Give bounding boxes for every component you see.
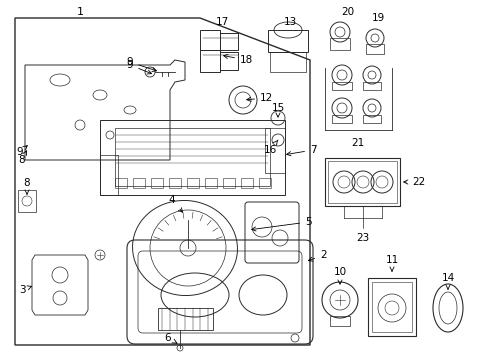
Text: 6: 6: [164, 333, 177, 343]
Bar: [367, 278, 415, 336]
Bar: [331, 82, 351, 90]
Text: 5: 5: [251, 217, 311, 231]
Bar: [100, 155, 118, 195]
Bar: [331, 115, 351, 123]
Text: 11: 11: [385, 255, 398, 271]
Bar: [329, 38, 349, 50]
Bar: [362, 115, 380, 123]
Text: 17: 17: [215, 17, 228, 27]
Bar: [200, 50, 220, 72]
Bar: [133, 178, 145, 188]
Text: 23: 23: [356, 233, 369, 243]
Text: 21: 21: [351, 138, 364, 148]
Bar: [329, 316, 349, 326]
Text: 9: 9: [126, 57, 156, 72]
Text: 1: 1: [76, 7, 83, 17]
Bar: [204, 178, 217, 188]
Text: 7: 7: [286, 145, 316, 156]
Text: 2: 2: [308, 250, 326, 261]
Bar: [115, 128, 269, 186]
Bar: [223, 178, 235, 188]
Bar: [151, 178, 163, 188]
Bar: [264, 128, 285, 173]
Bar: [158, 308, 213, 330]
Bar: [200, 30, 220, 50]
Text: 16: 16: [263, 140, 277, 155]
Text: 12: 12: [246, 93, 273, 103]
Text: 8: 8: [23, 178, 30, 194]
Text: 4: 4: [168, 195, 182, 212]
Bar: [169, 178, 181, 188]
Text: 14: 14: [441, 273, 454, 289]
Text: 9: 9: [17, 145, 27, 157]
Bar: [241, 178, 252, 188]
Bar: [220, 52, 238, 70]
Text: 8: 8: [19, 151, 26, 165]
Bar: [325, 158, 399, 206]
Text: 22: 22: [403, 177, 425, 187]
Text: 9: 9: [126, 60, 151, 74]
Bar: [186, 178, 199, 188]
Text: 3: 3: [19, 285, 31, 295]
Bar: [269, 52, 305, 72]
Bar: [362, 82, 380, 90]
Text: 20: 20: [341, 7, 354, 17]
Text: 18: 18: [223, 54, 253, 65]
Text: 10: 10: [333, 267, 346, 284]
Bar: [220, 33, 238, 50]
Text: 13: 13: [283, 17, 296, 27]
Bar: [259, 178, 270, 188]
Bar: [100, 120, 285, 195]
Text: 15: 15: [271, 103, 284, 117]
Text: 19: 19: [370, 13, 384, 23]
Bar: [115, 178, 127, 188]
Bar: [365, 44, 383, 54]
Bar: [267, 30, 307, 52]
Bar: [18, 190, 36, 212]
Bar: [327, 161, 396, 203]
Bar: [371, 282, 411, 332]
